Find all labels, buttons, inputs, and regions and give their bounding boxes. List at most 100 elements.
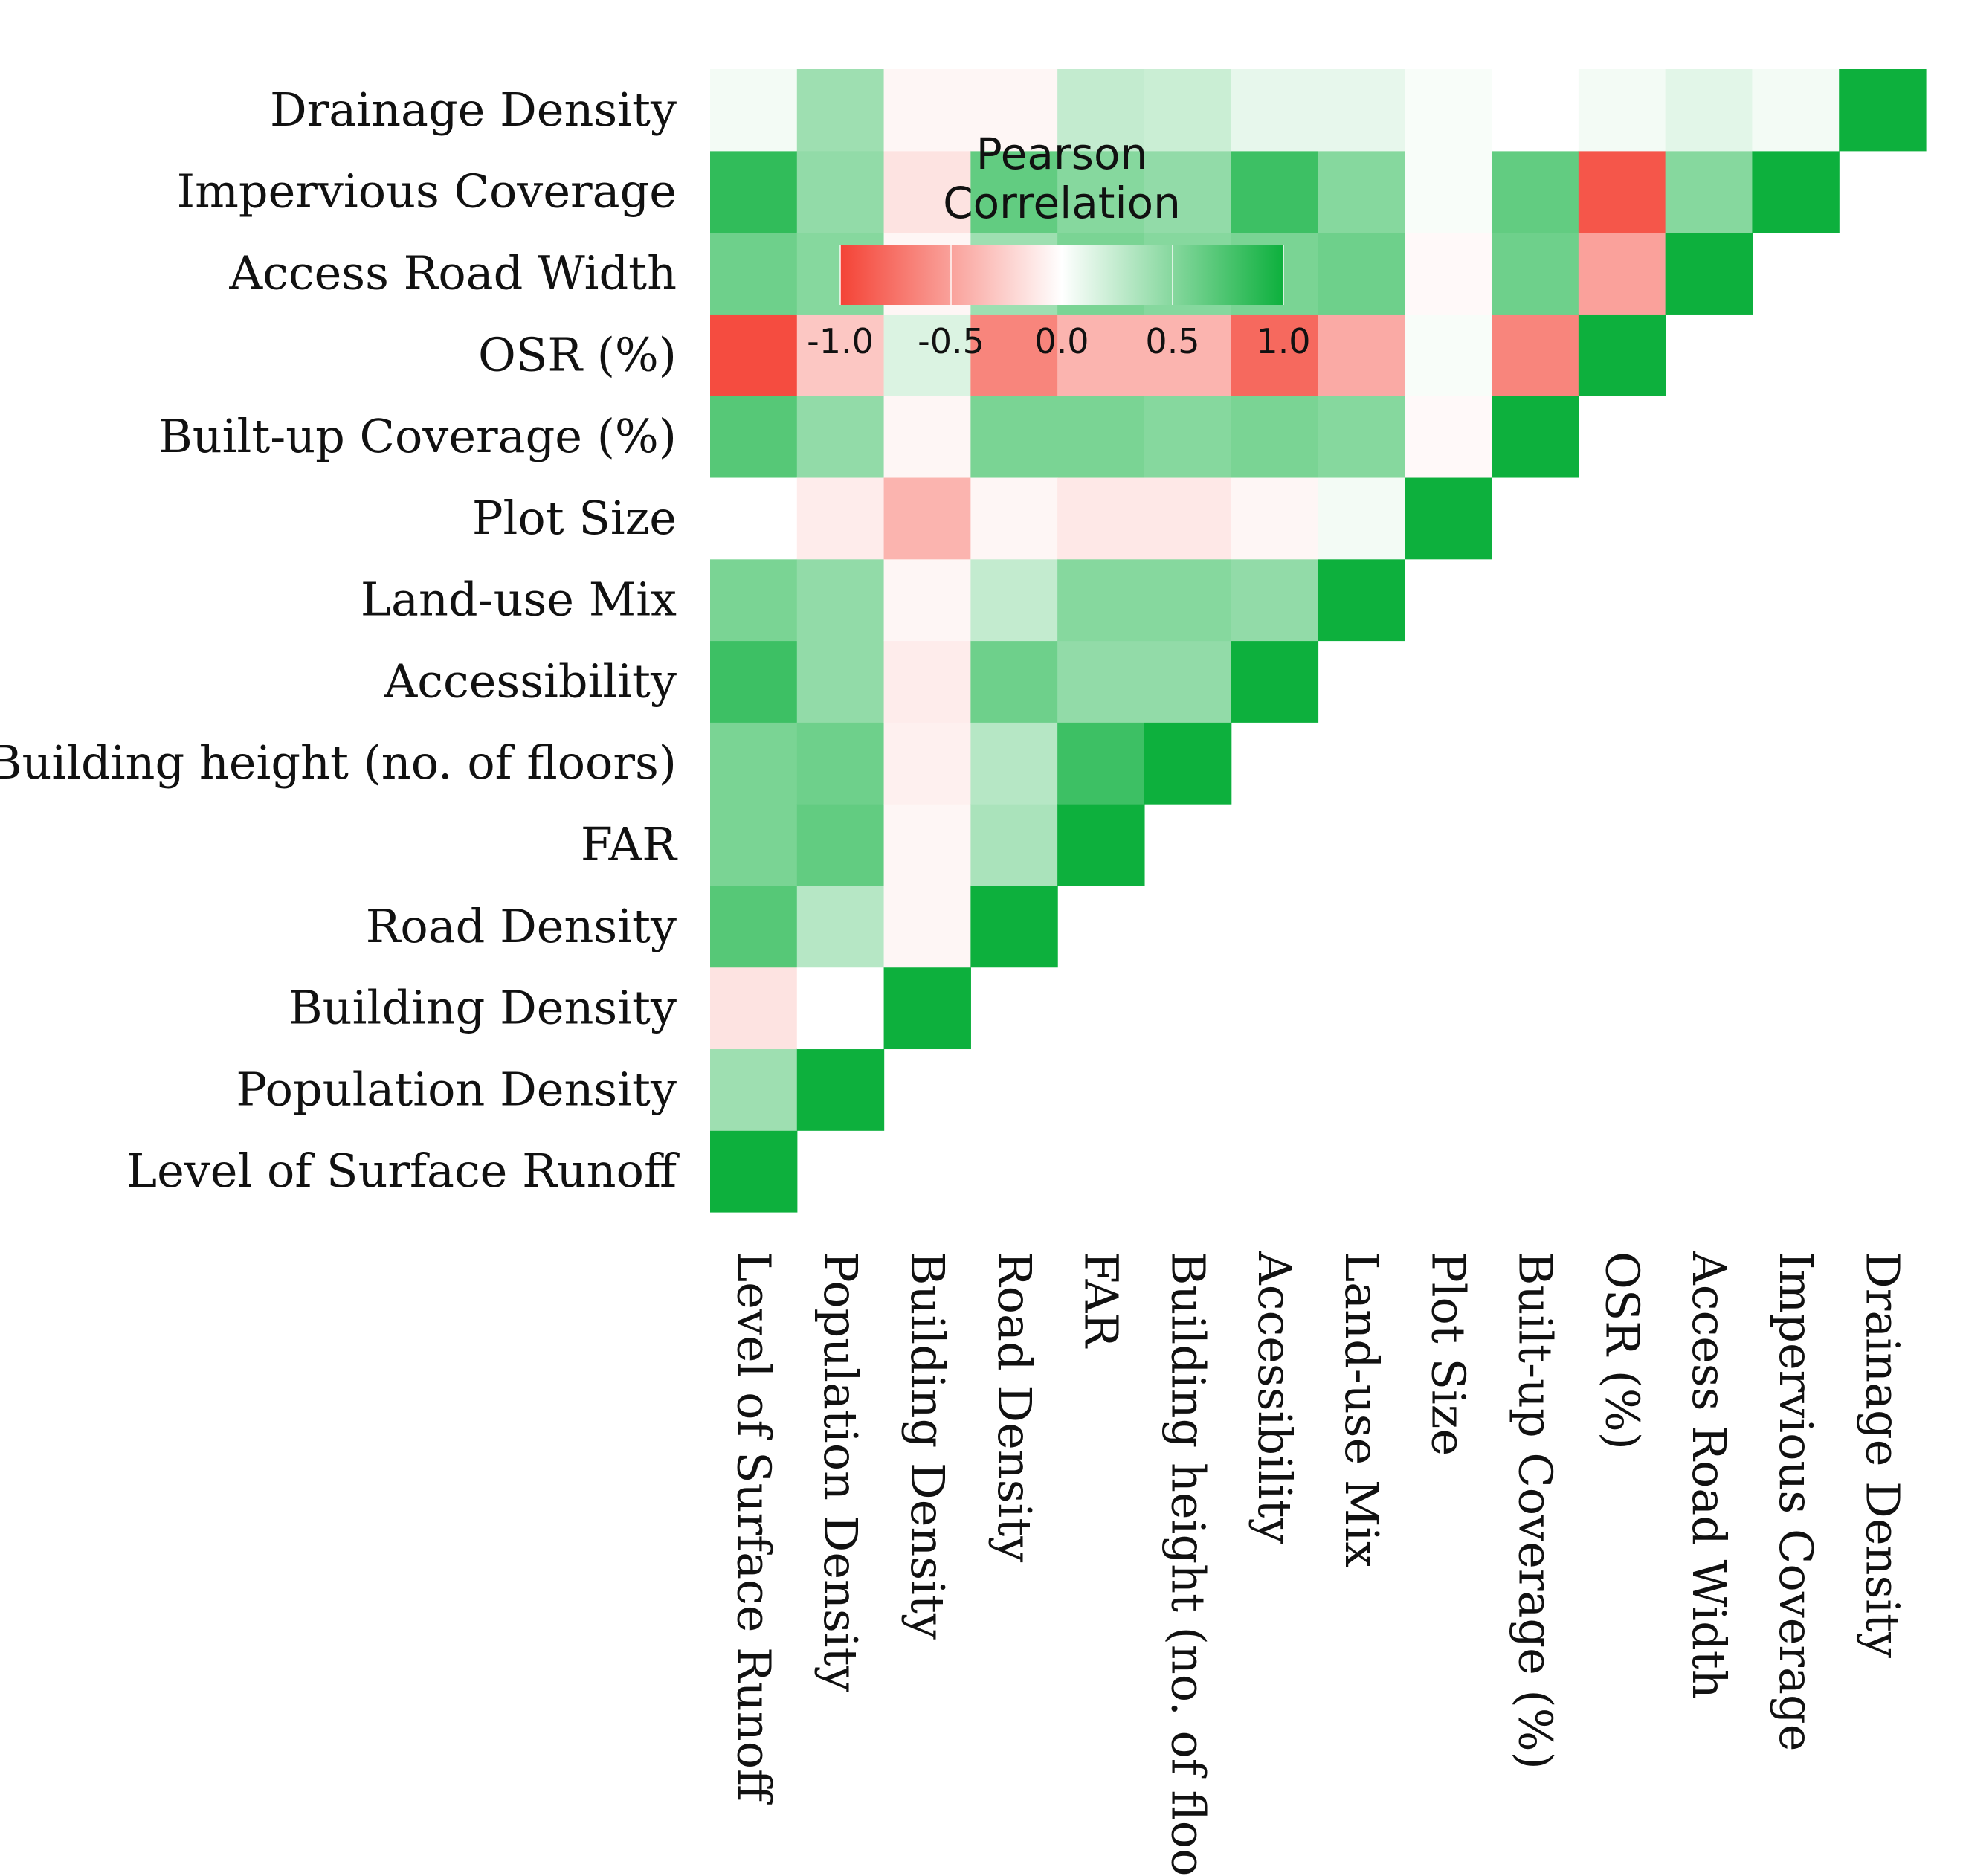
heatmap-cell: [970, 314, 1058, 396]
heatmap-cell: [883, 967, 971, 1050]
heatmap-cell: [796, 314, 885, 396]
heatmap-cell: [710, 885, 798, 968]
column-label: Population Density: [813, 1251, 868, 1692]
heatmap-cell: [1492, 232, 1579, 315]
heatmap-cell: [796, 804, 885, 886]
row-label: Access Road Width: [228, 246, 677, 300]
column-label: Level of Surface Runoff: [726, 1251, 781, 1805]
heatmap-cell: [796, 640, 885, 723]
heatmap-cell: [710, 722, 798, 805]
heatmap-cell: [1839, 69, 1927, 152]
heatmap-cell: [1492, 150, 1579, 233]
heatmap-cell: [1665, 232, 1753, 315]
heatmap-cell: [1405, 150, 1492, 233]
heatmap-cell: [796, 558, 885, 642]
heatmap-cell: [1231, 477, 1319, 560]
legend-title-line1: Pearson: [976, 129, 1147, 179]
heatmap-cell: [1144, 722, 1232, 805]
heatmap-cell: [1057, 558, 1145, 642]
heatmap-cell: [796, 722, 885, 805]
heatmap-cell: [883, 640, 971, 723]
column-label: Built-up Coverage (%): [1509, 1251, 1563, 1770]
heatmap-cell: [1231, 69, 1319, 152]
heatmap-cell: [1492, 396, 1579, 478]
row-label: Impervious Coverage: [177, 164, 677, 219]
legend-title-line2: Correlation: [943, 178, 1181, 228]
heatmap-cell: [1057, 640, 1145, 723]
heatmap-cell: [710, 314, 798, 396]
heatmap-cell: [1752, 69, 1840, 152]
heatmap-cell: [796, 150, 885, 233]
heatmap-cell: [1231, 314, 1319, 396]
row-label: Building height (no. of floors): [0, 735, 677, 790]
heatmap-cell: [796, 477, 885, 560]
row-labels: Level of Surface Runoff Population Densit…: [0, 83, 680, 1198]
column-label: Land-use Mix: [1335, 1251, 1389, 1567]
legend-tick-label: 0.0: [1034, 321, 1089, 361]
heatmap-cell: [1057, 804, 1145, 886]
heatmap-cell: [883, 150, 971, 233]
heatmap-cell: [1231, 396, 1319, 478]
heatmap-cell: [970, 804, 1058, 886]
heatmap-cell: [1492, 69, 1579, 152]
heatmap-cell: [883, 69, 971, 152]
heatmap-cell: [1057, 722, 1145, 805]
column-label: Building height (no. of floors): [1161, 1251, 1215, 1876]
row-label: Built-up Coverage (%): [158, 409, 677, 463]
column-label: OSR (%): [1595, 1251, 1649, 1450]
heatmap-cell: [1144, 69, 1232, 152]
heatmap-cell: [883, 477, 971, 560]
heatmap-cell: [796, 885, 885, 968]
legend: Pearson Correlation -1.0 -0.5 0.0 0.5 1.0: [807, 129, 1310, 361]
row-label: OSR (%): [478, 327, 677, 381]
heatmap-cell: [1231, 150, 1319, 233]
column-label: Building Density: [900, 1251, 955, 1640]
heatmap-cell: [883, 314, 971, 396]
column-label: FAR: [1074, 1251, 1129, 1349]
heatmap-cell: [1144, 477, 1232, 560]
heatmap-cell: [1405, 69, 1492, 152]
heatmap-cell: [970, 396, 1058, 478]
heatmap-cell: [1405, 232, 1492, 315]
heatmap-cell: [1057, 69, 1145, 152]
heatmap-cell: [883, 804, 971, 886]
heatmap-cell: [883, 885, 971, 968]
row-label: Drainage Density: [270, 83, 677, 137]
heatmap-cell: [1318, 314, 1405, 396]
heatmap-cell: [970, 885, 1058, 968]
heatmap-cell: [710, 69, 798, 152]
heatmap-cell: [1057, 396, 1145, 478]
heatmap-cell: [1578, 150, 1666, 233]
heatmap-cell: [1578, 69, 1666, 152]
heatmap-cell: [883, 396, 971, 478]
heatmap-cell: [1318, 558, 1405, 642]
heatmap-cell: [1405, 477, 1492, 560]
heatmap-cell: [796, 396, 885, 478]
heatmap-cell: [796, 69, 885, 152]
row-label: Building Density: [289, 981, 677, 1035]
heatmap-cell: [1144, 314, 1232, 396]
row-label: Accessibility: [384, 654, 677, 708]
row-label: Road Density: [366, 899, 677, 953]
column-labels: Level of Surface Runoff Population Densit…: [726, 1251, 1909, 1876]
heatmap-cell: [1665, 69, 1753, 152]
heatmap-cell: [1318, 232, 1405, 315]
heatmap-cell: [1318, 69, 1405, 152]
legend-tick-label: 0.5: [1145, 321, 1199, 361]
heatmap-cell: [1231, 640, 1319, 723]
heatmap-cells: [710, 69, 1927, 1213]
heatmap-cell: [1144, 640, 1232, 723]
heatmap-cell: [1057, 150, 1145, 233]
heatmap-cell: [1405, 314, 1492, 396]
heatmap-cell: [970, 640, 1058, 723]
heatmap-cell: [796, 967, 885, 1050]
heatmap-cell: [1318, 150, 1405, 233]
heatmap-cell: [710, 558, 798, 642]
heatmap-cell: [970, 477, 1058, 560]
column-label: Road Density: [987, 1251, 1042, 1562]
row-label: FAR: [581, 817, 678, 871]
heatmap-cell: [1665, 150, 1753, 233]
heatmap-cell: [1144, 150, 1232, 233]
heatmap-cell: [1578, 232, 1666, 315]
